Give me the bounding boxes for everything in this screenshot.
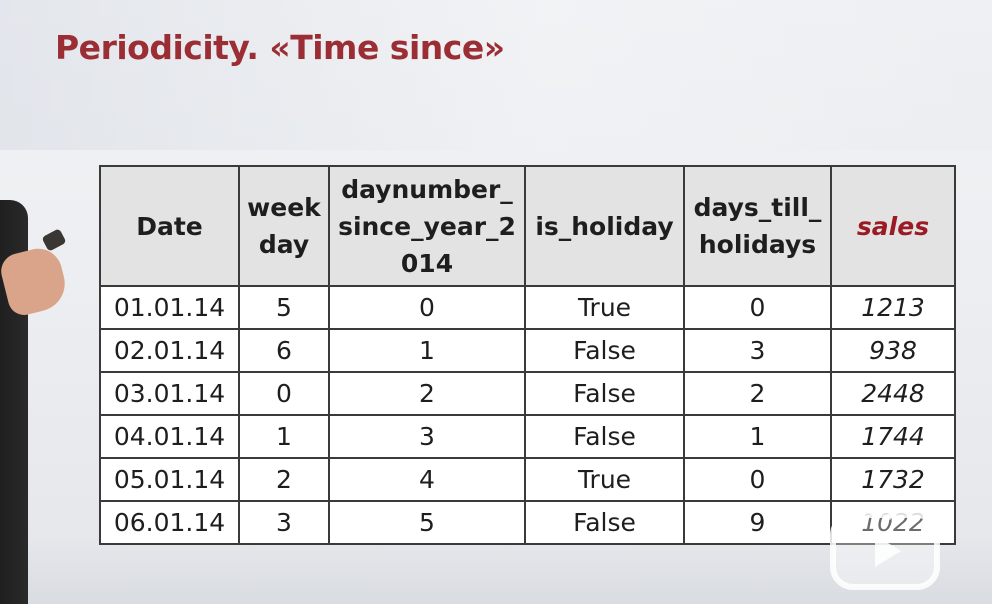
cell-is-holiday: True xyxy=(524,457,685,502)
cell-date: 03.01.14 xyxy=(99,371,240,416)
table-row: 01.01.14 5 0 True 0 1213 xyxy=(99,285,956,330)
cell-date: 02.01.14 xyxy=(99,328,240,373)
cell-days-till-holidays: 0 xyxy=(683,457,832,502)
cell-days-till-holidays: 9 xyxy=(683,500,832,545)
header-sales: sales xyxy=(830,165,956,287)
table-row: 05.01.14 2 4 True 0 1732 xyxy=(99,457,956,502)
cell-weekday: 0 xyxy=(238,371,330,416)
table-row: 06.01.1435False91022 xyxy=(99,500,956,545)
cell-sales: 938 xyxy=(830,328,956,373)
features-table: Date week day daynumber_ since_year_2 01… xyxy=(99,165,956,545)
cell-sales: 1213 xyxy=(830,285,956,330)
cell-sales: 1744 xyxy=(830,414,956,459)
header-daynumber: daynumber_ since_year_2 014 xyxy=(328,165,526,287)
header-weekday-label: week day xyxy=(247,193,321,259)
header-days-till-holidays-label: days_till_ holidays xyxy=(693,193,822,259)
cell-is-holiday: False xyxy=(524,500,685,545)
cell-daynumber: 1 xyxy=(328,328,526,373)
presenter-hand xyxy=(0,243,71,319)
slide-title: Periodicity. «Time since» xyxy=(55,28,505,67)
cell-daynumber: 2 xyxy=(328,371,526,416)
cell-daynumber: 4 xyxy=(328,457,526,502)
table-row: 04.01.14 1 3 False 1 1744 xyxy=(99,414,956,459)
cell-weekday: 3 xyxy=(238,500,330,545)
header-daynumber-label: daynumber_ since_year_2 014 xyxy=(338,174,516,278)
cell-is-holiday: False xyxy=(524,414,685,459)
presentation-clicker xyxy=(41,228,67,252)
cell-date: 06.01.14 xyxy=(99,500,240,545)
cell-date: 04.01.14 xyxy=(99,414,240,459)
cell-weekday: 1 xyxy=(238,414,330,459)
cell-daynumber: 0 xyxy=(328,285,526,330)
cell-days-till-holidays: 1 xyxy=(683,414,832,459)
cell-daynumber: 5 xyxy=(328,500,526,545)
video-play-logo-icon xyxy=(830,504,940,590)
cell-sales: 1732 xyxy=(830,457,956,502)
header-is-holiday: is_holiday xyxy=(524,165,685,287)
cell-daynumber: 3 xyxy=(328,414,526,459)
header-days-till-holidays: days_till_ holidays xyxy=(683,165,832,287)
background-wash xyxy=(0,0,992,150)
cell-is-holiday: False xyxy=(524,371,685,416)
cell-is-holiday: True xyxy=(524,285,685,330)
cell-date: 01.01.14 xyxy=(99,285,240,330)
cell-days-till-holidays: 0 xyxy=(683,285,832,330)
header-date: Date xyxy=(99,165,240,287)
table-header-row: Date week day daynumber_ since_year_2 01… xyxy=(99,165,956,287)
cell-days-till-holidays: 3 xyxy=(683,328,832,373)
background-floor xyxy=(0,534,992,604)
table-row: 03.01.14 0 2 False 2 2448 xyxy=(99,371,956,416)
cell-days-till-holidays: 2 xyxy=(683,371,832,416)
cell-date: 05.01.14 xyxy=(99,457,240,502)
cell-weekday: 5 xyxy=(238,285,330,330)
header-weekday: week day xyxy=(238,165,330,287)
table-row: 02.01.14 6 1 False 3 938 xyxy=(99,328,956,373)
cell-weekday: 2 xyxy=(238,457,330,502)
table-body: 01.01.14 5 0 True 0 1213 02.01.14 6 1 False 3 938 03… xyxy=(99,285,956,545)
cell-is-holiday: False xyxy=(524,328,685,373)
cell-sales: 2448 xyxy=(830,371,956,416)
cell-weekday: 6 xyxy=(238,328,330,373)
